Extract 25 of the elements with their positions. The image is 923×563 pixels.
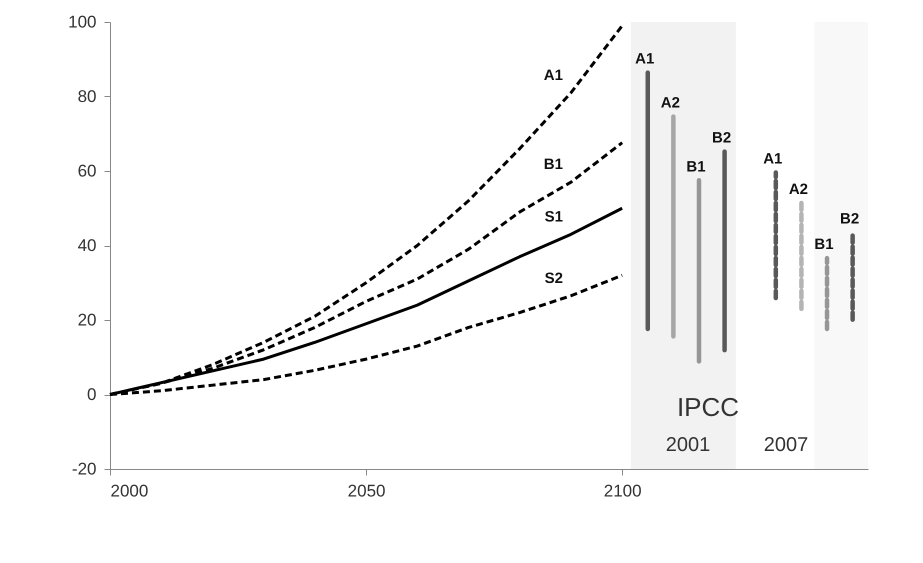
- series-label: B2: [840, 210, 860, 228]
- y-tick-label: 80: [78, 87, 96, 106]
- series-label: B1: [686, 158, 706, 176]
- annotation: IPCC: [676, 392, 740, 422]
- series-label: S1: [544, 208, 563, 226]
- y-tick-label: 20: [78, 310, 96, 330]
- series-label: A2: [660, 94, 680, 112]
- series-label: A1: [635, 50, 654, 68]
- series-label: B1: [544, 156, 563, 174]
- series-label: A1: [544, 66, 563, 84]
- y-tick-label: 0: [87, 385, 96, 404]
- y-tick-label: -20: [72, 460, 96, 478]
- series-label: B1: [814, 236, 834, 254]
- x-tick-label: 2100: [604, 482, 642, 500]
- y-tick-label: 40: [78, 236, 96, 255]
- series-label: S2: [544, 270, 563, 287]
- series-label: A1: [763, 150, 782, 168]
- y-tick-label: 60: [78, 162, 96, 180]
- x-tick-label: 2050: [348, 482, 386, 500]
- series-label: A2: [788, 181, 808, 198]
- series-label: B2: [712, 130, 732, 147]
- annotation: 2001: [666, 434, 710, 456]
- y-tick-label: 100: [68, 12, 96, 32]
- x-tick-label: 2000: [110, 482, 148, 500]
- annotation: 2007: [764, 434, 808, 456]
